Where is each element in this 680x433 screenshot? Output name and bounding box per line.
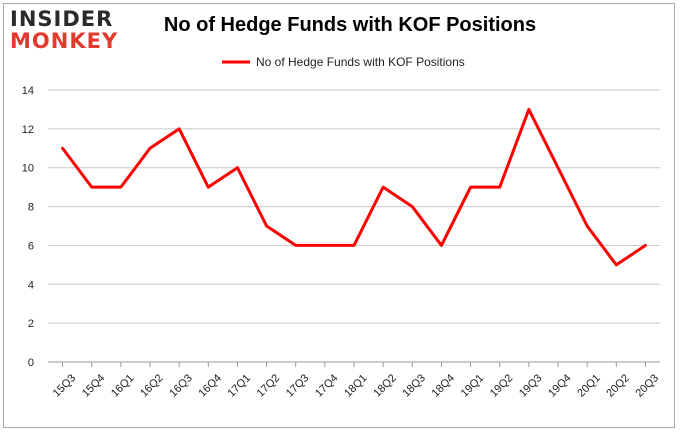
chart-frame — [3, 3, 675, 428]
data-point — [469, 185, 472, 189]
chart-title: No of Hedge Funds with KOF Positions — [163, 14, 537, 36]
series-line — [61, 107, 647, 267]
x-tick-label: 16Q1 — [109, 372, 137, 400]
x-tick-label: 16Q2 — [138, 372, 166, 400]
data-point — [119, 185, 123, 189]
x-tick-label: 17Q4 — [313, 372, 341, 400]
x-axis-ticks: 15Q3 15Q4 16Q1 16Q2 16Q3 16Q4 17Q1 17Q2 17Q3 17Q4… — [51, 362, 661, 400]
x-tick-label: 18Q3 — [400, 372, 428, 400]
legend: No of Hedge Funds with KOF Positions — [222, 55, 465, 69]
x-tick-label: 15Q3 — [51, 372, 79, 400]
data-point — [61, 147, 64, 150]
data-point — [177, 127, 181, 131]
x-tick-label: 19Q1 — [459, 372, 487, 400]
x-tick-label: 20Q3 — [634, 372, 662, 400]
grid-lines — [48, 89, 660, 363]
x-tick-label: 19Q3 — [517, 372, 545, 400]
data-point — [556, 166, 560, 169]
y-tick-label: 12 — [22, 124, 34, 136]
x-tick-label: 20Q1 — [575, 372, 603, 400]
logo-line-1: INSIDER — [10, 7, 114, 31]
data-point — [323, 244, 327, 247]
y-tick-label: 2 — [28, 318, 34, 330]
data-point — [585, 224, 589, 228]
x-tick-label: 19Q4 — [546, 372, 574, 400]
y-tick-label: 10 — [22, 163, 34, 175]
data-point — [352, 244, 356, 247]
y-tick-label: 4 — [28, 279, 34, 291]
data-point — [644, 244, 647, 247]
x-tick-label: 15Q4 — [80, 372, 108, 400]
x-tick-label: 16Q3 — [167, 372, 195, 400]
y-tick-label: 14 — [22, 85, 34, 97]
data-point — [527, 108, 531, 111]
data-point — [207, 185, 210, 189]
data-point — [615, 263, 618, 267]
legend-label: No of Hedge Funds with KOF Positions — [256, 55, 465, 69]
x-tick-label: 18Q2 — [371, 372, 399, 400]
data-point — [440, 244, 443, 247]
logo-line-2: MONKEY — [10, 29, 119, 53]
y-tick-label: 0 — [28, 357, 34, 369]
data-point — [236, 166, 239, 169]
x-tick-label: 17Q2 — [255, 372, 283, 400]
insider-monkey-logo: INSIDER MONKEY — [10, 8, 128, 56]
data-point — [90, 185, 93, 189]
data-point — [265, 224, 268, 228]
series-group — [61, 107, 647, 267]
x-tick-label: 19Q2 — [488, 372, 516, 400]
x-tick-label: 17Q3 — [284, 372, 312, 400]
x-tick-label: 18Q1 — [342, 372, 370, 400]
x-tick-label: 16Q4 — [196, 372, 224, 400]
x-tick-label: 20Q2 — [604, 372, 632, 400]
y-tick-label: 6 — [28, 240, 34, 252]
y-tick-label: 8 — [28, 202, 34, 214]
data-point — [148, 147, 152, 150]
data-point — [411, 205, 414, 208]
data-point — [498, 185, 501, 189]
x-tick-label: 18Q4 — [430, 372, 458, 400]
data-point — [294, 244, 297, 247]
x-tick-label: 17Q1 — [226, 372, 254, 400]
y-axis-ticks: 0 2 4 6 8 10 12 14 — [22, 85, 34, 369]
data-point — [381, 185, 385, 189]
